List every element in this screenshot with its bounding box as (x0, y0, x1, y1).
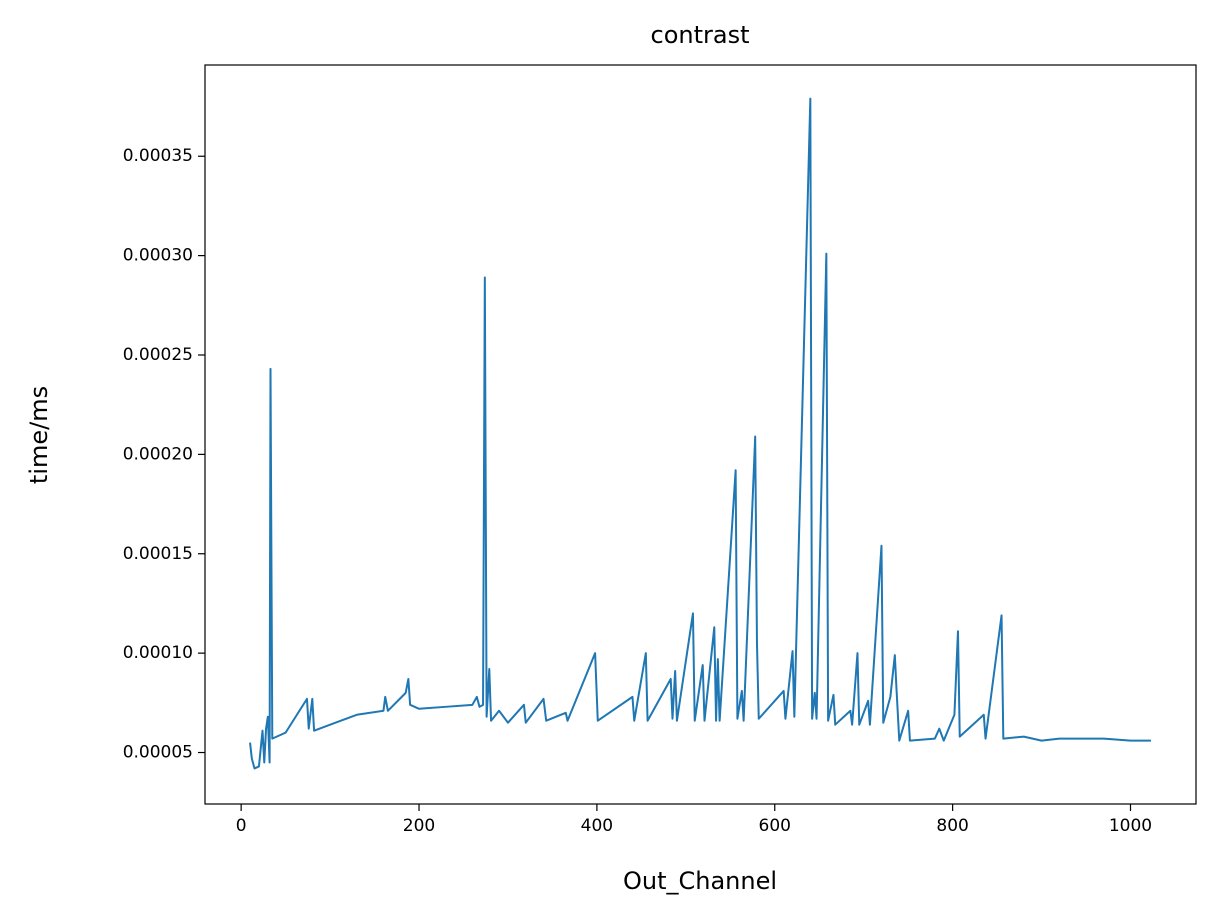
y-tick-label: 0.00015 (123, 544, 193, 564)
y-tick-label: 0.00005 (123, 743, 193, 763)
y-tick-label: 0.00020 (123, 444, 193, 464)
y-tick-label: 0.00030 (123, 246, 193, 266)
data-line (249, 97, 1151, 770)
chart-title: contrast (651, 21, 750, 49)
x-tick-label: 200 (403, 816, 435, 836)
x-tick-label: 800 (936, 816, 968, 836)
x-tick-label: 0 (236, 816, 247, 836)
x-tick-label: 600 (759, 816, 791, 836)
x-axis-label: Out_Channel (623, 867, 777, 895)
y-tick-label: 0.00025 (123, 345, 193, 365)
y-tick-label: 0.00010 (123, 643, 193, 663)
x-tick-label: 400 (581, 816, 613, 836)
y-tick-label: 0.00035 (123, 146, 193, 166)
x-tick-label: 1000 (1109, 816, 1152, 836)
plot-frame (204, 64, 1197, 805)
y-axis-label: time/ms (25, 386, 53, 484)
